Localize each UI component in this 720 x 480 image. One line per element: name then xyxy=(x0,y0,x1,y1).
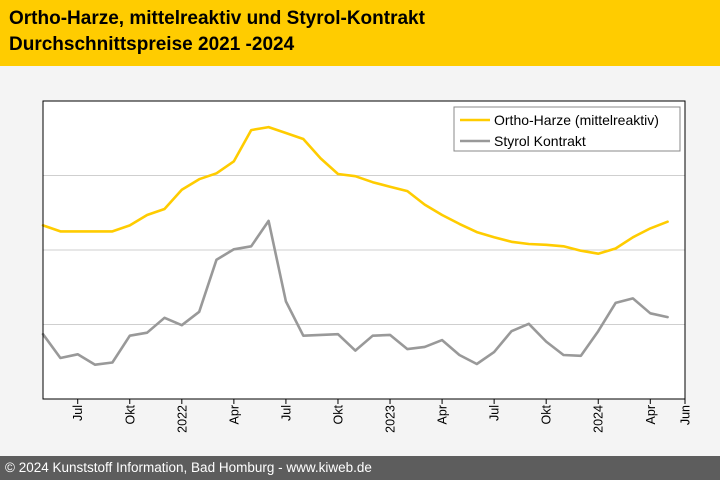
line-chart: Jul Okt 2022 Apr Jul Okt 2023 Apr Jul Okt 2024 Apr J… xyxy=(41,100,693,433)
x-tick-label: 2023 xyxy=(384,405,398,433)
series-line-1 xyxy=(41,125,669,255)
x-tick-label: Apr xyxy=(644,405,658,424)
plot-frame xyxy=(42,100,686,400)
x-tick-label: Apr xyxy=(227,405,241,424)
legend-label: Styrol Kontrakt xyxy=(494,133,586,149)
chart-header: Ortho-Harze, mittelreaktiv und Styrol-Ko… xyxy=(0,0,720,66)
footer: © 2024 Kunststoff Information, Bad Hombu… xyxy=(0,456,720,480)
x-tick-label: Jun xyxy=(679,405,693,425)
legend xyxy=(453,106,681,152)
legend-label: Ortho-Harze (mittelreaktiv) xyxy=(494,112,659,128)
x-tick-label: Jul xyxy=(488,405,502,421)
x-tick-label: Apr xyxy=(436,405,450,424)
x-tick-label: Jul xyxy=(279,405,293,421)
chart-title: Ortho-Harze, mittelreaktiv und Styrol-Ko… xyxy=(9,8,425,29)
x-tick-label: Okt xyxy=(331,404,345,424)
footer-credit: © 2024 Kunststoff Information, Bad Hombu… xyxy=(5,460,372,475)
series-line-2 xyxy=(41,219,669,366)
x-tick-label: 2022 xyxy=(175,405,189,433)
chart-subtitle: Durchschnittspreise 2021 -2024 xyxy=(9,34,295,55)
x-tick-label: Okt xyxy=(540,404,554,424)
x-tick-label: Jul xyxy=(71,405,85,421)
x-tick-label: Okt xyxy=(123,404,137,424)
x-tick-label: 2024 xyxy=(592,405,606,433)
